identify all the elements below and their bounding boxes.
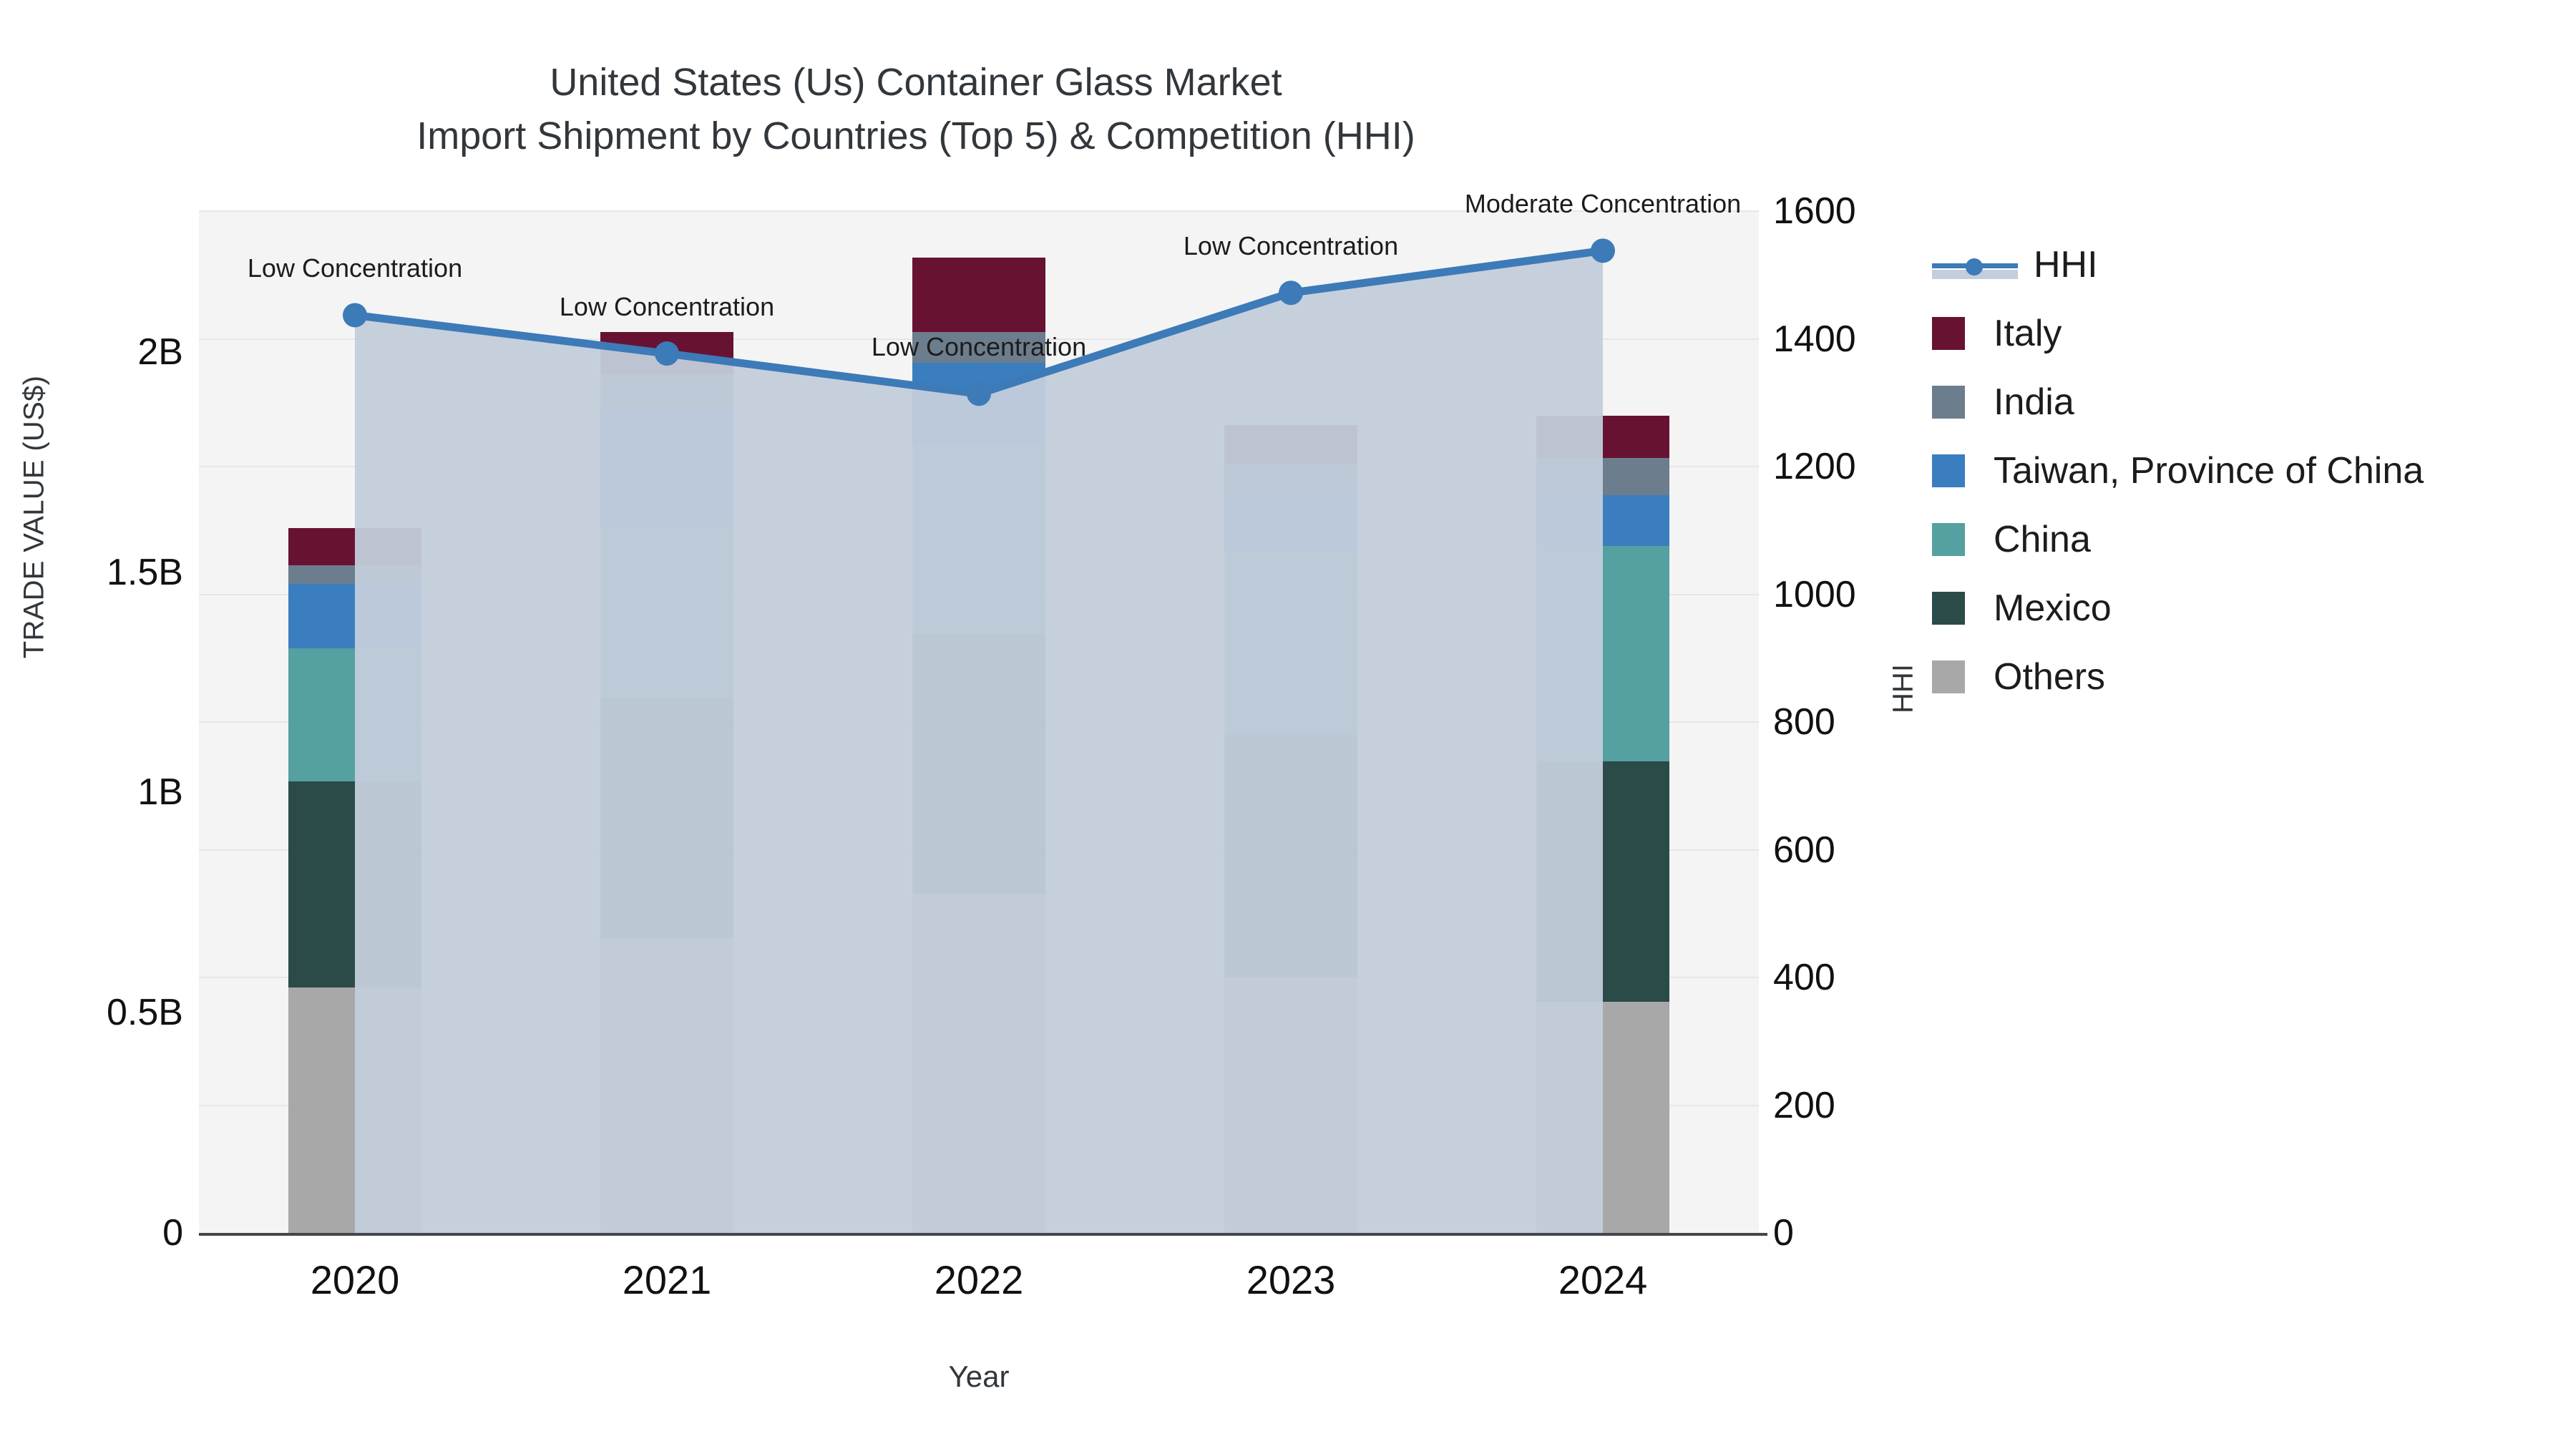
legend-item-label: Italy: [1994, 313, 2062, 354]
hhi-annotation: Low Concentration: [1183, 231, 1399, 261]
hhi-line: [343, 238, 1615, 406]
y-axis-left-tick-label: 0.5B: [107, 992, 183, 1034]
y-axis-left-tick-label: 1.5B: [107, 551, 183, 593]
y-axis-right-tick-label: 1400: [1773, 318, 1856, 360]
y-axis-left-tick-label: 2B: [137, 331, 183, 373]
y-axis-right-tick-label: 1000: [1773, 573, 1856, 615]
x-axis-line: [199, 1233, 1767, 1236]
legend-item[interactable]: Italy: [1932, 299, 2547, 368]
x-axis-tick-label: 2024: [1558, 1257, 1648, 1302]
legend-swatch-icon: [1932, 592, 1965, 625]
y-axis-right-tick-label: 1200: [1773, 446, 1856, 487]
x-axis-label: Year: [948, 1360, 1010, 1393]
x-axis-tick-label: 2022: [934, 1257, 1024, 1302]
legend-item-label: Others: [1994, 656, 2106, 698]
x-axis-tick-label: 2021: [622, 1257, 712, 1302]
hhi-annotation: Moderate Concentration: [1464, 189, 1742, 219]
legend-item[interactable]: India: [1932, 368, 2547, 436]
y-axis-right-tick-label: 1600: [1773, 190, 1856, 232]
legend-line-marker-icon: [1932, 248, 2018, 281]
legend-item[interactable]: HHI: [1932, 230, 2547, 299]
chart-legend: HHI Italy India Taiwan, Province of China Ch…: [1932, 230, 2547, 711]
hhi-annotation: Low Concentration: [247, 253, 463, 283]
legend-item-label: China: [1994, 519, 2091, 560]
x-axis-tick-label: 2020: [310, 1257, 400, 1302]
chart-subtitle: Import Shipment by Countries (Top 5) & C…: [416, 114, 1415, 157]
legend-swatch-icon: [1932, 660, 1965, 693]
legend-item-label: HHI: [2034, 244, 2098, 286]
legend-item[interactable]: China: [1932, 505, 2547, 574]
legend-swatch-icon: [1932, 523, 1965, 556]
legend-item-label: Mexico: [1994, 587, 2112, 629]
y-axis-right-tick-label: 800: [1773, 701, 1835, 743]
hhi-annotation: Low Concentration: [559, 292, 775, 322]
hhi-annotation: Low Concentration: [871, 332, 1087, 362]
y-axis-right-tick-label: 400: [1773, 957, 1835, 998]
y-axis-left-tick-label: 0: [162, 1212, 183, 1254]
y-axis-right-tick-label: 0: [1773, 1212, 1794, 1254]
hhi-marker[interactable]: [343, 303, 367, 328]
chart-title-block: United States (Us) Container Glass Marke…: [0, 56, 1832, 162]
y-axis-right-tick-label: 600: [1773, 829, 1835, 871]
legend-swatch-icon: [1932, 454, 1965, 487]
hhi-marker[interactable]: [1591, 238, 1615, 263]
plot-area: Low Concentration Low Concentration Low Co…: [199, 189, 1759, 1233]
hhi-marker[interactable]: [655, 341, 679, 366]
x-axis-tick-label: 2023: [1246, 1257, 1336, 1302]
hhi-marker[interactable]: [1279, 280, 1303, 306]
page-title: United States (Us) Container Glass Marke…: [550, 61, 1282, 104]
legend-item-label: Taiwan, Province of China: [1994, 450, 2424, 492]
hhi-marker[interactable]: [967, 381, 991, 406]
gridline: [199, 210, 1759, 212]
legend-item-label: India: [1994, 381, 2074, 423]
legend-swatch-icon: [1932, 386, 1965, 419]
y-axis-left-tick-label: 1B: [137, 771, 183, 814]
y-axis-right-tick-label: 200: [1773, 1084, 1835, 1126]
legend-swatch-icon: [1932, 317, 1965, 350]
y-axis-right-label: HHI: [1887, 664, 1919, 713]
legend-item[interactable]: Mexico: [1932, 574, 2547, 643]
legend-item[interactable]: Taiwan, Province of China: [1932, 436, 2547, 505]
legend-item[interactable]: Others: [1932, 643, 2547, 711]
